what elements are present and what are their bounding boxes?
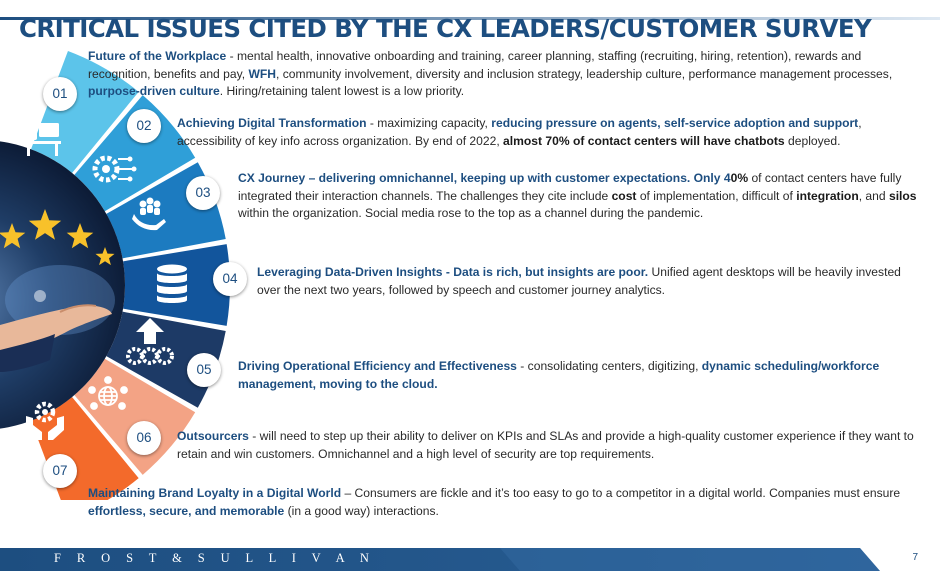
wheel-segment-4 [123,244,230,326]
issue-01-heading: Future of the Workplace [88,49,227,63]
issue-07: Maintaining Brand Loyalty in a Digital W… [88,486,901,518]
badge-05: 05 [187,353,221,387]
database-icon [157,264,187,303]
issue-01: Future of the Workplace - mental health,… [88,49,893,98]
footer-bar: F R O S T & S U L L I V A N 7 [0,548,940,571]
issue-04-heading: Leveraging Data-Driven Insights - Data i… [257,265,649,279]
star-icon [28,209,62,240]
issues-wheel [0,50,230,500]
issue-02-heading: Achieving Digital Transformation [177,116,367,130]
issue-06-heading: Outsourcers [177,429,249,443]
issue-05: Driving Operational Efficiency and Effec… [238,359,880,391]
badge-07: 07 [43,454,77,488]
hand-holding-people-icon [132,197,166,231]
hands-gear-icon [26,401,64,440]
star-icon [0,223,26,249]
issue-04: Leveraging Data-Driven Insights - Data i… [257,265,901,297]
star-icon [66,223,94,249]
issue-03: CX Journey – delivering omnichannel, kee… [238,171,917,220]
star-icon [95,247,115,266]
badge-04: 04 [213,262,247,296]
stars-hand-photo [0,141,125,429]
gear-network-icon [92,155,137,183]
badge-06: 06 [127,421,161,455]
issue-03-heading: CX Journey – delivering omnichannel, kee… [238,171,731,185]
frost-sullivan-logo: F R O S T & S U L L I V A N [54,551,376,565]
badge-03: 03 [186,176,220,210]
issue-05-heading: Driving Operational Efficiency and Effec… [238,359,517,373]
worker-at-computer-icon [23,116,61,156]
page-number: 7 [912,552,918,563]
top-rule [0,7,940,20]
globe-network-icon [88,376,128,410]
issue-02: Achieving Digital Transformation - maxim… [177,116,862,148]
issue-07-heading: Maintaining Brand Loyalty in a Digital W… [88,486,342,500]
badge-01: 01 [43,77,77,111]
upload-gears-icon [126,318,174,365]
wheel-segment-2 [74,95,196,212]
issue-06: Outsourcers - will need to step up their… [177,429,914,461]
page-title: CRITICAL ISSUES CITED BY THE CX LEADERS/… [19,14,872,43]
badge-02: 02 [127,109,161,143]
